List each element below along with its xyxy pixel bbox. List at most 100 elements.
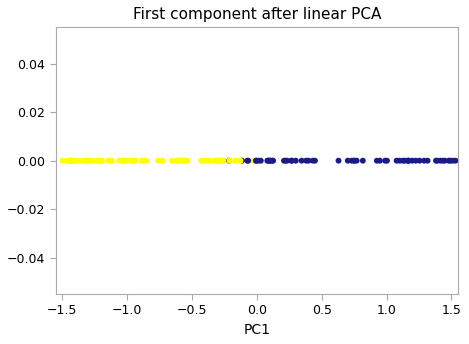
Point	[1, 158, 8, 163]
Point	[20, 158, 28, 163]
Point	[31, 158, 39, 163]
Point	[264, 158, 271, 163]
Point	[175, 158, 182, 163]
Point	[452, 158, 459, 163]
Point	[22, 158, 30, 163]
Point	[43, 158, 50, 163]
Point	[1, 158, 8, 163]
Point	[420, 158, 428, 163]
Point	[59, 158, 66, 163]
Point	[70, 158, 78, 163]
Point	[353, 158, 360, 163]
Point	[10, 158, 18, 163]
Point	[280, 158, 288, 163]
Point	[252, 158, 260, 163]
Point	[205, 158, 212, 163]
Point	[456, 158, 464, 163]
Point	[180, 158, 187, 163]
Point	[350, 158, 358, 163]
Point	[0, 158, 4, 163]
Point	[244, 158, 251, 163]
Point	[41, 158, 49, 163]
Point	[0, 158, 5, 163]
Point	[93, 158, 100, 163]
Point	[83, 158, 91, 163]
Point	[433, 158, 441, 163]
Point	[127, 158, 134, 163]
Point	[181, 158, 188, 163]
Point	[118, 158, 126, 163]
Point	[176, 158, 184, 163]
Point	[432, 158, 440, 163]
Point	[265, 158, 273, 163]
Point	[348, 158, 356, 163]
Point	[64, 158, 71, 163]
Point	[121, 158, 129, 163]
Point	[393, 158, 401, 163]
Point	[424, 158, 431, 163]
Point	[68, 158, 76, 163]
Point	[140, 158, 148, 163]
Point	[266, 158, 274, 163]
Point	[404, 158, 411, 163]
Point	[89, 158, 96, 163]
Point	[238, 158, 246, 163]
Point	[137, 158, 145, 163]
Point	[231, 158, 239, 163]
Point	[305, 158, 312, 163]
Point	[85, 158, 92, 163]
Point	[399, 158, 407, 163]
Point	[226, 158, 233, 163]
Point	[283, 158, 291, 163]
Point	[202, 158, 209, 163]
Point	[34, 158, 42, 163]
Point	[466, 158, 469, 163]
Point	[243, 158, 251, 163]
Point	[121, 158, 128, 163]
Point	[49, 158, 57, 163]
Point	[95, 158, 102, 163]
Point	[215, 158, 223, 163]
Point	[3, 158, 10, 163]
Point	[1, 158, 8, 163]
Point	[464, 158, 469, 163]
Point	[6, 158, 13, 163]
Point	[105, 158, 112, 163]
Point	[309, 158, 317, 163]
Point	[131, 158, 139, 163]
Point	[43, 158, 51, 163]
Point	[446, 158, 454, 163]
Point	[43, 158, 50, 163]
Point	[405, 158, 412, 163]
Point	[311, 158, 319, 163]
Point	[250, 158, 257, 163]
Point	[0, 158, 5, 163]
Point	[20, 158, 28, 163]
Point	[98, 158, 106, 163]
Point	[64, 158, 72, 163]
Point	[439, 158, 446, 163]
Point	[225, 158, 233, 163]
Point	[265, 158, 272, 163]
Point	[203, 158, 210, 163]
Point	[108, 158, 115, 163]
Point	[269, 158, 276, 163]
Point	[36, 158, 44, 163]
Point	[215, 158, 222, 163]
Point	[396, 158, 403, 163]
Point	[468, 158, 469, 163]
Point	[441, 158, 448, 163]
Point	[66, 158, 73, 163]
Point	[107, 158, 115, 163]
Point	[292, 158, 300, 163]
Point	[335, 158, 342, 163]
Point	[401, 158, 408, 163]
Point	[33, 158, 41, 163]
Point	[39, 158, 47, 163]
Point	[267, 158, 274, 163]
Point	[7, 158, 14, 163]
Point	[449, 158, 456, 163]
Point	[219, 158, 226, 163]
Point	[49, 158, 56, 163]
Point	[139, 158, 146, 163]
